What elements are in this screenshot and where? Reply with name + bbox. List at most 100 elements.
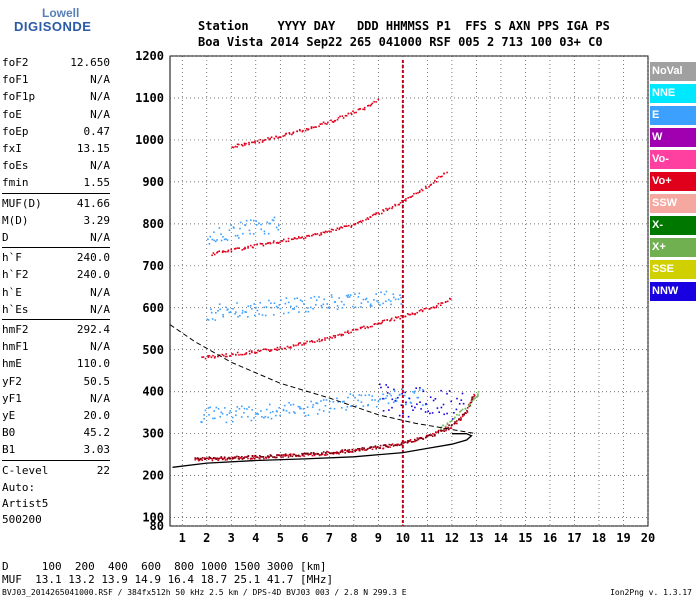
trace-point [287, 456, 290, 458]
trace-point [324, 230, 327, 233]
trace-point [302, 408, 305, 410]
trace-point [425, 436, 427, 438]
trace-point [245, 219, 248, 222]
trace-point [227, 308, 229, 310]
trace-point [263, 457, 265, 460]
trace-point [314, 233, 317, 236]
trace-point [302, 237, 305, 240]
trace-point [355, 111, 357, 114]
trace-point [213, 357, 216, 359]
trace-point [336, 397, 338, 400]
trace-point [254, 454, 257, 457]
trace-point [315, 304, 317, 306]
trace-point [265, 306, 268, 308]
trace-point [332, 335, 335, 337]
trace-point [236, 406, 239, 408]
trace-point [394, 203, 396, 206]
trace-point [254, 314, 256, 317]
y-tick-label: 300 [142, 427, 164, 441]
trace-point [396, 317, 398, 319]
trace-point [280, 456, 282, 459]
trace-point [260, 349, 262, 352]
trace-point [354, 306, 357, 309]
trace-point [436, 177, 438, 179]
x-tick-label: 13 [469, 531, 483, 545]
trace-point [230, 224, 232, 226]
trace-point [397, 443, 400, 446]
trace-point [386, 392, 389, 394]
trace-point [292, 238, 294, 240]
trace-point [443, 172, 445, 175]
trace-point [348, 224, 350, 227]
param-value: 50.5 [83, 374, 111, 388]
trace-point [473, 395, 476, 397]
trace-point [293, 297, 296, 300]
trace-point [332, 229, 334, 231]
trace-point [247, 457, 249, 460]
trace-point [238, 247, 240, 249]
trace-point [341, 451, 343, 453]
trace-point [269, 455, 272, 457]
trace-point [311, 454, 314, 457]
trace-point [241, 405, 243, 408]
param-value: 3.03 [83, 443, 111, 457]
trace-point [316, 340, 319, 342]
trace-point [389, 446, 391, 448]
trace-point [456, 420, 458, 422]
trace-point [469, 403, 471, 406]
trace-point [444, 301, 447, 303]
trace-point [458, 403, 461, 405]
trace-point [251, 351, 253, 354]
param-name: B0 [2, 426, 16, 440]
trace-point [425, 434, 428, 437]
trace-point [276, 456, 278, 459]
trace-point [350, 112, 352, 114]
trace-point [287, 454, 289, 456]
trace-point [293, 308, 295, 310]
trace-point [283, 454, 285, 456]
trace-point [369, 303, 372, 306]
trace-point [370, 103, 373, 106]
param-name: M(D) [2, 213, 29, 227]
trace-point [228, 229, 231, 231]
param-name: fxI [2, 142, 22, 155]
trace-point [216, 457, 219, 459]
trace-point [205, 457, 208, 460]
trace-point [335, 229, 337, 231]
trace-point [265, 243, 267, 245]
trace-point [434, 179, 436, 182]
param-row: fmin 1.55 [2, 176, 110, 193]
trace-point [318, 234, 321, 237]
trace-point [210, 457, 212, 459]
param-value: N/A [90, 159, 110, 173]
trace-point [240, 143, 243, 146]
param-row: h`F 240.0 [2, 251, 110, 268]
trace-point [411, 195, 414, 197]
trace-point [439, 176, 442, 178]
trace-point [364, 327, 366, 330]
trace-point [318, 408, 321, 411]
trace-point [207, 319, 210, 321]
trace-point [244, 144, 246, 146]
trace-point [366, 217, 369, 219]
trace-point [333, 451, 336, 454]
trace-point [377, 322, 380, 324]
trace-point [260, 456, 263, 458]
trace-point [458, 418, 460, 420]
trace-point [244, 456, 246, 458]
trace-point [436, 407, 439, 409]
trace-point [261, 140, 264, 142]
trace-point [401, 392, 403, 395]
trace-point [276, 346, 279, 349]
param-separator [2, 459, 110, 461]
param-value: N/A [90, 73, 110, 87]
trace-point [440, 430, 442, 432]
trace-point [316, 452, 318, 455]
trace-point [307, 310, 310, 313]
trace-point [232, 146, 235, 149]
trace-point [327, 451, 330, 453]
param-name: MUF(D) [2, 196, 42, 210]
trace-point [403, 199, 406, 201]
trace-point [336, 118, 339, 121]
trace-point [290, 305, 292, 308]
